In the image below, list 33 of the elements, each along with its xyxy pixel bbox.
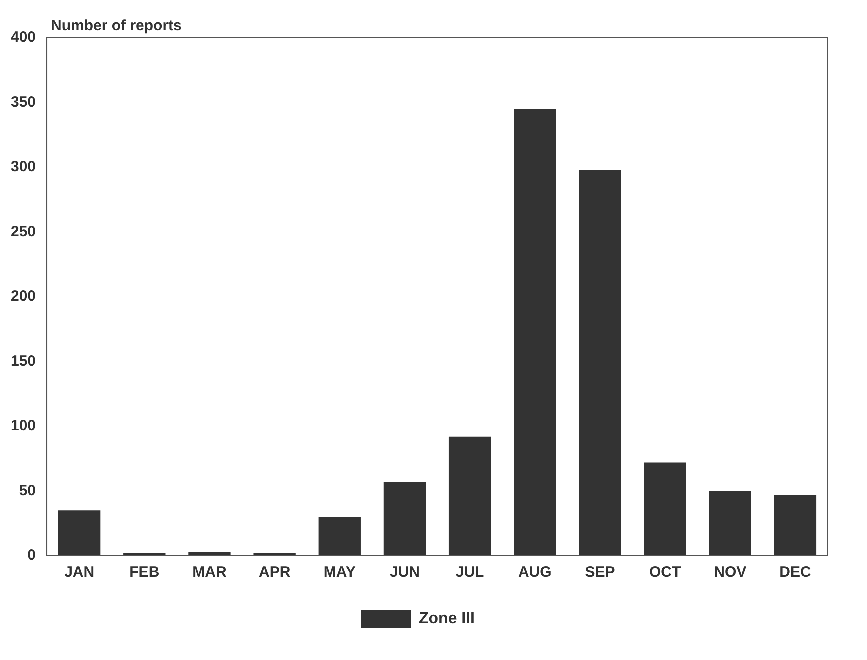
bar [188,552,231,556]
bar [709,491,752,556]
bar [644,462,686,556]
x-tick-label: DEC [780,564,812,582]
x-tick-label: APR [258,564,291,582]
x-tick-label: JUN [390,564,420,582]
bar [58,510,101,556]
y-tick-label: 400 [10,29,36,46]
bar [579,170,622,556]
y-tick-label: 200 [10,288,36,306]
bar [774,495,817,556]
x-tick-label: JAN [64,564,95,582]
x-tick-label: MAY [324,564,356,582]
x-tick-label: JUL [456,564,484,582]
x-tick-label: FEB [130,564,160,582]
bar [448,436,492,556]
bar [384,482,426,556]
y-tick-label: 250 [10,223,36,240]
y-tick-label: 300 [10,158,36,176]
legend-label: Zone III [419,610,475,628]
x-tick-label: MAR [192,564,227,582]
x-tick-label: SEP [585,564,616,582]
y-axis-title: Number of reports [51,18,182,35]
y-tick-label: 0 [28,547,36,564]
y-tick-label: 50 [19,482,36,500]
x-tick-label: OCT [649,564,682,582]
x-tick-label: AUG [518,564,552,582]
y-tick-label: 350 [10,94,36,111]
bar [514,109,556,556]
x-tick-label: NOV [714,564,747,582]
bar [318,517,361,556]
y-tick-label: 100 [10,418,36,435]
y-tick-label: 150 [10,352,36,370]
